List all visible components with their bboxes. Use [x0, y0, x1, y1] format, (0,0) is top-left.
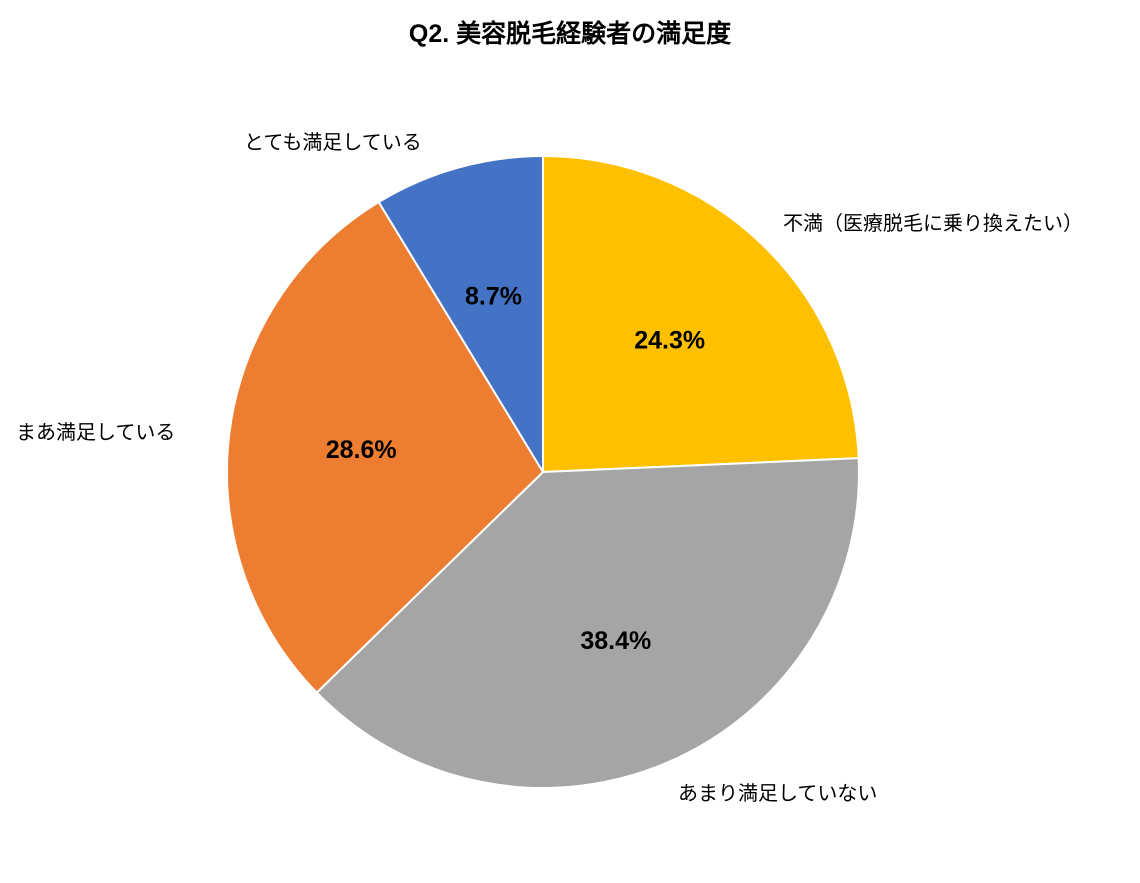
chart-title: Q2. 美容脱毛経験者の満足度 — [408, 20, 732, 48]
slice-percent-label-3: 8.7% — [465, 283, 522, 311]
pie-slice-2 — [226, 201, 544, 694]
pie-slice-1 — [315, 457, 860, 789]
slice-label-somewhat-satisfied: まあ満足している — [16, 422, 176, 444]
slice-percent-label-0: 24.3% — [634, 327, 705, 355]
slice-percent-label-1: 38.4% — [580, 627, 651, 655]
slice-percent-label-2: 28.6% — [326, 436, 397, 464]
slice-label-not-very-satisfied: あまり満足していない — [678, 783, 878, 805]
slice-label-dissatisfied: 不満（医療脱毛に乗り換えたい） — [783, 213, 1083, 235]
pie-slice-0 — [542, 155, 860, 473]
slice-label-very-satisfied: とても満足している — [244, 132, 422, 154]
pie-slice-3 — [377, 155, 544, 473]
